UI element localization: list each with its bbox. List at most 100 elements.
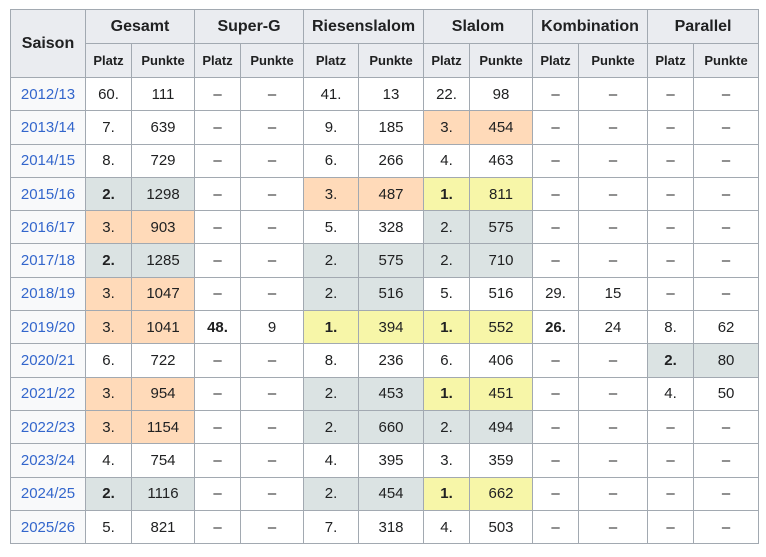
table-row: 2015/16 2. 1298– –3. 487 1. 811– – – –: [10, 176, 760, 212]
parallel-platz-cell: –: [647, 110, 695, 145]
season-link[interactable]: 2012/13: [20, 85, 76, 103]
subheader-platz: Platz: [423, 43, 471, 78]
parallel-platz-cell: –: [647, 443, 695, 478]
super-g-platz-cell: –: [194, 110, 242, 145]
parallel-punkte-cell: –: [693, 476, 760, 511]
season-link[interactable]: 2016/17: [20, 218, 76, 236]
super-g-platz-cell: –: [194, 409, 242, 445]
gesamt-platz-cell: 3.: [85, 310, 132, 345]
subheader-punkte: Punkte: [578, 43, 649, 78]
kombination-platz-cell: 26.: [532, 310, 580, 345]
riesenslalom-punkte-cell: 328: [358, 210, 425, 245]
riesenslalom-punkte-cell: 185: [358, 110, 425, 145]
super-g-platz-cell: –: [194, 143, 242, 178]
season-link[interactable]: 2021/22: [20, 385, 76, 403]
slalom-platz-cell: 22.: [423, 76, 471, 112]
kombination-platz-cell: 29.: [532, 276, 580, 312]
gesamt-punkte-cell: 821: [130, 509, 196, 545]
kombination-punkte-cell: 24: [578, 310, 649, 345]
season-link[interactable]: 2024/25: [20, 485, 76, 503]
slalom-punkte-cell: 359: [469, 443, 534, 478]
header-riesenslalom: Riesenslalom: [303, 9, 425, 44]
season-link[interactable]: 2019/20: [20, 318, 76, 336]
kombination-punkte-cell: –: [578, 210, 649, 245]
gesamt-punkte-cell: 1154: [130, 409, 196, 445]
slalom-punkte-cell: 811: [469, 176, 534, 212]
parallel-platz-cell: –: [647, 76, 695, 112]
kombination-punkte-cell: –: [578, 110, 649, 145]
super-g-punkte-cell: –: [240, 343, 305, 378]
season-link[interactable]: 2018/19: [20, 285, 76, 303]
table-row: 2016/17 3. 903– –5. 328 2. 575– – – –: [10, 210, 760, 245]
kombination-platz-cell: –: [532, 509, 580, 545]
table-row: 2025/26 5. 821– –7. 318 4. 503– – – –: [10, 509, 760, 545]
header-saison: Saison: [10, 9, 86, 78]
season-link[interactable]: 2013/14: [20, 118, 76, 136]
gesamt-platz-cell: 5.: [85, 509, 132, 545]
season-cell: 2013/14: [10, 110, 86, 145]
kombination-platz-cell: –: [532, 110, 580, 145]
gesamt-platz-cell: 3.: [85, 276, 132, 312]
gesamt-platz-cell: 3.: [85, 376, 132, 411]
subheader-platz: Platz: [194, 43, 242, 78]
riesenslalom-platz-cell: 2.: [303, 476, 360, 511]
parallel-platz-cell: 8.: [647, 310, 695, 345]
gesamt-platz-cell: 2.: [85, 176, 132, 212]
table-row: 2020/21 6. 722– –8. 236 6. 406– –2. 80: [10, 343, 760, 378]
table-row: 2022/23 3. 1154– –2. 660 2. 494– – – –: [10, 409, 760, 445]
parallel-platz-cell: –: [647, 143, 695, 178]
riesenslalom-punkte-cell: 453: [358, 376, 425, 411]
season-link[interactable]: 2017/18: [20, 252, 76, 270]
subheader-platz: Platz: [303, 43, 360, 78]
super-g-platz-cell: –: [194, 210, 242, 245]
kombination-punkte-cell: –: [578, 409, 649, 445]
slalom-punkte-cell: 463: [469, 143, 534, 178]
season-cell: 2015/16: [10, 176, 86, 212]
season-cell: 2024/25: [10, 476, 86, 511]
slalom-punkte-cell: 406: [469, 343, 534, 378]
gesamt-platz-cell: 7.: [85, 110, 132, 145]
gesamt-punkte-cell: 111: [130, 76, 196, 112]
subheader-punkte: Punkte: [693, 43, 760, 78]
super-g-punkte-cell: –: [240, 76, 305, 112]
super-g-punkte-cell: –: [240, 176, 305, 212]
kombination-punkte-cell: –: [578, 476, 649, 511]
parallel-punkte-cell: –: [693, 243, 760, 278]
season-link[interactable]: 2023/24: [20, 451, 76, 469]
parallel-platz-cell: –: [647, 276, 695, 312]
header-gesamt: Gesamt: [84, 9, 196, 44]
super-g-platz-cell: –: [194, 509, 242, 545]
super-g-punkte-cell: –: [240, 476, 305, 511]
kombination-punkte-cell: –: [578, 76, 649, 112]
kombination-punkte-cell: 15: [578, 276, 649, 312]
gesamt-punkte-cell: 1298: [130, 176, 196, 212]
header-row-subcolumns: Platz Punkte Platz Punkte Platz Punkte P…: [11, 43, 760, 78]
season-cell: 2012/13: [10, 76, 86, 112]
season-link[interactable]: 2022/23: [20, 418, 76, 436]
kombination-platz-cell: –: [532, 409, 580, 445]
kombination-punkte-cell: –: [578, 143, 649, 178]
table-row: 2012/13 60. 111– –41. 13 22. 98– – – –: [10, 76, 760, 112]
season-link[interactable]: 2014/15: [20, 152, 76, 170]
slalom-punkte-cell: 451: [469, 376, 534, 411]
slalom-platz-cell: 2.: [423, 210, 471, 245]
slalom-platz-cell: 2.: [423, 243, 471, 278]
riesenslalom-punkte-cell: 266: [358, 143, 425, 178]
kombination-punkte-cell: –: [578, 509, 649, 545]
gesamt-platz-cell: 3.: [85, 210, 132, 245]
riesenslalom-punkte-cell: 487: [358, 176, 425, 212]
table-row: 2024/25 2. 1116– –2. 454 1. 662– – – –: [10, 476, 760, 511]
subheader-punkte: Punkte: [240, 43, 305, 78]
slalom-platz-cell: 1.: [423, 476, 471, 511]
super-g-platz-cell: –: [194, 476, 242, 511]
season-link[interactable]: 2015/16: [20, 185, 76, 203]
parallel-punkte-cell: –: [693, 409, 760, 445]
season-link[interactable]: 2020/21: [20, 352, 76, 370]
riesenslalom-platz-cell: 41.: [303, 76, 360, 112]
kombination-platz-cell: –: [532, 76, 580, 112]
kombination-punkte-cell: –: [578, 243, 649, 278]
season-link[interactable]: 2025/26: [20, 518, 76, 536]
slalom-punkte-cell: 98: [469, 76, 534, 112]
slalom-platz-cell: 1.: [423, 310, 471, 345]
riesenslalom-platz-cell: 2.: [303, 276, 360, 312]
